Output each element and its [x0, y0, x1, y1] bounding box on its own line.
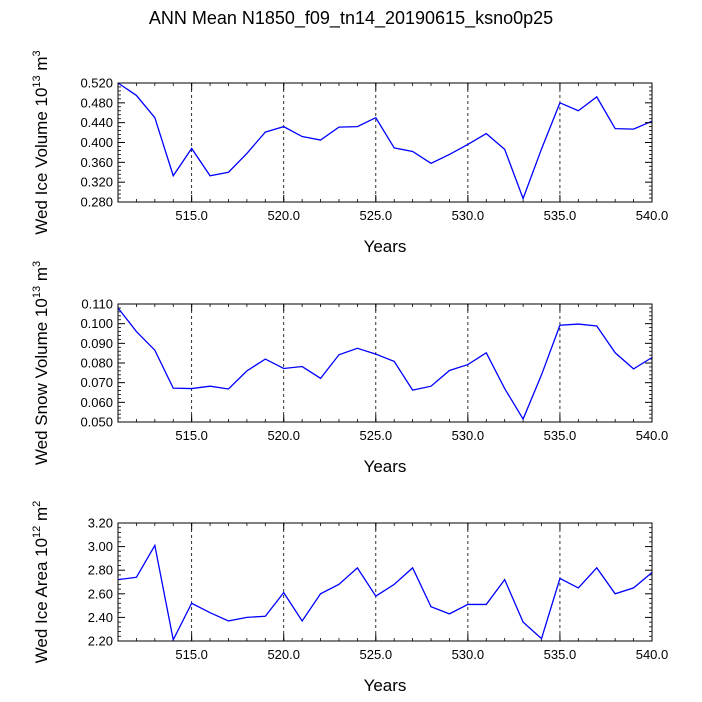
x-tick-label: 540.0 [636, 647, 669, 662]
y-axis-label: Wed Snow Volume 1013 m3 [31, 261, 51, 465]
y-axis-label-unit: m [32, 267, 51, 286]
x-axis-label: Years [364, 676, 407, 695]
y-tick-label: 0.050 [80, 415, 113, 430]
x-tick-label: 520.0 [267, 208, 300, 223]
x-tick-label: 535.0 [544, 208, 577, 223]
y-axis-label-main: Wed Snow Volume 10 [32, 298, 51, 465]
x-tick-label: 540.0 [636, 208, 669, 223]
x-tick-label: 515.0 [175, 208, 208, 223]
y-tick-label: 0.320 [80, 175, 113, 190]
y-axis-label-main: Wed Ice Volume 10 [32, 88, 51, 235]
y-axis-label-unit-exponent: 2 [31, 501, 43, 507]
y-axis-label-unit: m [32, 507, 51, 526]
plot-frame [117, 303, 653, 423]
y-tick-label: 2.40 [88, 610, 113, 625]
y-tick-label: 0.060 [80, 395, 113, 410]
y-tick-label: 0.480 [80, 95, 113, 110]
y-tick-label: 0.400 [80, 135, 113, 150]
y-axis-label-unit-exponent: 3 [31, 261, 43, 267]
y-tick-label: 0.520 [80, 76, 113, 91]
x-tick-label: 535.0 [544, 647, 577, 662]
y-axis-label-exponent: 13 [31, 286, 43, 298]
x-tick-label: 530.0 [452, 208, 485, 223]
x-tick-label: 540.0 [636, 428, 669, 443]
series-line [117, 543, 653, 642]
y-tick-label: 2.60 [88, 586, 113, 601]
y-tick-label: 2.20 [88, 634, 113, 649]
x-tick-label: 525.0 [360, 647, 393, 662]
x-tick-label: 520.0 [267, 647, 300, 662]
y-tick-label: 0.280 [80, 195, 113, 210]
y-tick-label: 3.20 [88, 516, 113, 531]
y-tick-label: 3.00 [88, 539, 113, 554]
y-axis-label-unit-exponent: 3 [31, 50, 43, 56]
x-tick-label: 515.0 [175, 647, 208, 662]
y-tick-label: 0.070 [80, 375, 113, 390]
y-axis-label-exponent: 12 [31, 526, 43, 538]
y-axis-label-main: Wed Ice Area 10 [32, 538, 51, 663]
y-axis-label-exponent: 13 [31, 75, 43, 87]
x-tick-label: 520.0 [267, 428, 300, 443]
x-tick-label: 515.0 [175, 428, 208, 443]
y-tick-label: 0.360 [80, 155, 113, 170]
x-tick-label: 535.0 [544, 428, 577, 443]
y-tick-label: 0.100 [80, 316, 113, 331]
y-tick-label: 0.440 [80, 115, 113, 130]
page-title: ANN Mean N1850_f09_tn14_20190615_ksno0p2… [148, 8, 554, 28]
ice-volume-panel: 515.0 520.0 525.0 530.0 535.0 540.0 0.280 0.320… [31, 50, 668, 256]
x-axis-label: Years [364, 457, 407, 476]
y-axis-label: Wed Ice Volume 1013 m3 [31, 50, 51, 234]
plot-frame [117, 82, 653, 203]
y-axis-label: Wed Ice Area 1012 m2 [31, 501, 51, 664]
y-axis-label-unit: m [32, 56, 51, 75]
y-tick-label: 0.090 [80, 336, 113, 351]
ice-area-panel: 515.0 520.0 525.0 530.0 535.0 540.0 2.20 2.40 2.… [31, 501, 668, 695]
y-tick-label: 0.110 [81, 297, 113, 312]
plot-frame [117, 522, 653, 642]
snow-volume-panel: 515.0 520.0 525.0 530.0 535.0 540.0 0.050 0.060… [31, 261, 668, 476]
x-tick-label: 525.0 [360, 428, 393, 443]
y-tick-label: 0.080 [80, 356, 113, 371]
y-tick-label: 2.80 [88, 563, 113, 578]
series-line [117, 82, 653, 201]
x-tick-label: 525.0 [360, 208, 393, 223]
x-tick-label: 530.0 [452, 428, 485, 443]
x-axis-label: Years [364, 237, 407, 256]
series-line [117, 307, 653, 421]
x-tick-label: 530.0 [452, 647, 485, 662]
